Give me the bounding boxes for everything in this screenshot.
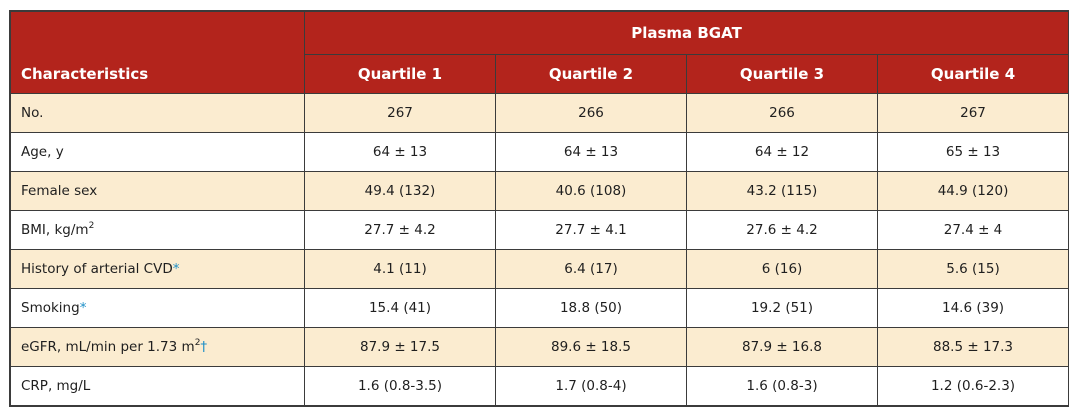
cell-quartile-1: 64 ± 13 xyxy=(304,132,496,172)
cell-quartile-2: 266 xyxy=(495,93,687,133)
row-label: No. xyxy=(10,93,305,133)
cell-quartile-2: 27.7 ± 4.1 xyxy=(495,210,687,250)
quartile-4-header: Quartile 4 xyxy=(876,54,1070,94)
table-row: CRP, mg/L 1.6 (0.8-3.5) 1.7 (0.8-4) 1.6 … xyxy=(10,366,1070,406)
table-header: Plasma BGAT Characteristics Quartile 1 Q… xyxy=(10,11,1070,94)
row-label-text: No. xyxy=(21,105,44,121)
header-group-row: Plasma BGAT xyxy=(10,11,1070,55)
row-label: Smoking* xyxy=(10,288,305,328)
cell-quartile-4: 65 ± 13 xyxy=(876,132,1070,172)
cell-quartile-4: 88.5 ± 17.3 xyxy=(876,327,1070,367)
table-row: History of arterial CVD* 4.1 (11) 6.4 (1… xyxy=(10,249,1070,289)
header-blank-cell xyxy=(10,11,305,55)
cell-quartile-2: 40.6 (108) xyxy=(495,171,687,211)
table-row: BMI, kg/m2 27.7 ± 4.2 27.7 ± 4.1 27.6 ± … xyxy=(10,210,1070,250)
row-label-superscript: 2 xyxy=(88,220,95,231)
characteristics-header: Characteristics xyxy=(10,54,305,94)
row-label-text: CRP, mg/L xyxy=(21,378,91,394)
cell-quartile-2: 64 ± 13 xyxy=(495,132,687,172)
cell-quartile-3: 19.2 (51) xyxy=(686,288,878,328)
cell-quartile-3: 1.6 (0.8-3) xyxy=(686,366,878,406)
cell-quartile-3: 6 (16) xyxy=(686,249,878,289)
row-label-text: Female sex xyxy=(21,183,98,199)
cell-quartile-4: 14.6 (39) xyxy=(876,288,1070,328)
cell-quartile-1: 49.4 (132) xyxy=(304,171,496,211)
cell-quartile-3: 43.2 (115) xyxy=(686,171,878,211)
row-label: CRP, mg/L xyxy=(10,366,305,406)
footnote-mark-asterisk[interactable]: * xyxy=(79,300,87,316)
cell-quartile-3: 266 xyxy=(686,93,878,133)
quartile-3-header: Quartile 3 xyxy=(686,54,878,94)
characteristics-table: Plasma BGAT Characteristics Quartile 1 Q… xyxy=(10,11,1070,406)
row-label-text: Smoking xyxy=(21,300,80,316)
cell-quartile-1: 1.6 (0.8-3.5) xyxy=(304,366,496,406)
row-label: BMI, kg/m2 xyxy=(10,210,305,250)
cell-quartile-1: 87.9 ± 17.5 xyxy=(304,327,496,367)
cell-quartile-1: 27.7 ± 4.2 xyxy=(304,210,496,250)
header-columns-row: Characteristics Quartile 1 Quartile 2 Qu… xyxy=(10,54,1070,94)
cell-quartile-3: 64 ± 12 xyxy=(686,132,878,172)
quartile-2-header: Quartile 2 xyxy=(495,54,687,94)
cell-quartile-2: 6.4 (17) xyxy=(495,249,687,289)
table-body: No. 267 266 266 267 Age, y 64 ± 13 64 ± … xyxy=(10,93,1070,406)
cell-quartile-1: 267 xyxy=(304,93,496,133)
row-label: History of arterial CVD* xyxy=(10,249,305,289)
row-label-text: Age, y xyxy=(21,144,64,160)
row-label: Female sex xyxy=(10,171,305,211)
characteristics-table-container: Plasma BGAT Characteristics Quartile 1 Q… xyxy=(9,10,1070,407)
row-label-text: eGFR, mL/min per 1.73 m xyxy=(21,339,195,355)
cell-quartile-1: 4.1 (11) xyxy=(304,249,496,289)
quartile-1-header: Quartile 1 xyxy=(304,54,496,94)
cell-quartile-4: 44.9 (120) xyxy=(876,171,1070,211)
cell-quartile-4: 267 xyxy=(876,93,1070,133)
row-label-text: BMI, kg/m xyxy=(21,222,89,238)
cell-quartile-3: 87.9 ± 16.8 xyxy=(686,327,878,367)
table-row: eGFR, mL/min per 1.73 m2† 87.9 ± 17.5 89… xyxy=(10,327,1070,367)
cell-quartile-2: 18.8 (50) xyxy=(495,288,687,328)
cell-quartile-4: 27.4 ± 4 xyxy=(876,210,1070,250)
row-label: eGFR, mL/min per 1.73 m2† xyxy=(10,327,305,367)
cell-quartile-4: 5.6 (15) xyxy=(876,249,1070,289)
footnote-mark-dagger[interactable]: † xyxy=(200,339,208,355)
table-row: No. 267 266 266 267 xyxy=(10,93,1070,133)
row-label: Age, y xyxy=(10,132,305,172)
table-row: Female sex 49.4 (132) 40.6 (108) 43.2 (1… xyxy=(10,171,1070,211)
cell-quartile-4: 1.2 (0.6-2.3) xyxy=(876,366,1070,406)
cell-quartile-2: 89.6 ± 18.5 xyxy=(495,327,687,367)
cell-quartile-3: 27.6 ± 4.2 xyxy=(686,210,878,250)
plasma-bgat-header: Plasma BGAT xyxy=(303,11,1070,55)
table-row: Smoking* 15.4 (41) 18.8 (50) 19.2 (51) 1… xyxy=(10,288,1070,328)
row-label-text: History of arterial CVD xyxy=(21,261,173,277)
cell-quartile-1: 15.4 (41) xyxy=(304,288,496,328)
cell-quartile-2: 1.7 (0.8-4) xyxy=(495,366,687,406)
row-label-superscript: 2 xyxy=(194,337,201,348)
footnote-mark-asterisk[interactable]: * xyxy=(172,261,180,277)
table-row: Age, y 64 ± 13 64 ± 13 64 ± 12 65 ± 13 xyxy=(10,132,1070,172)
